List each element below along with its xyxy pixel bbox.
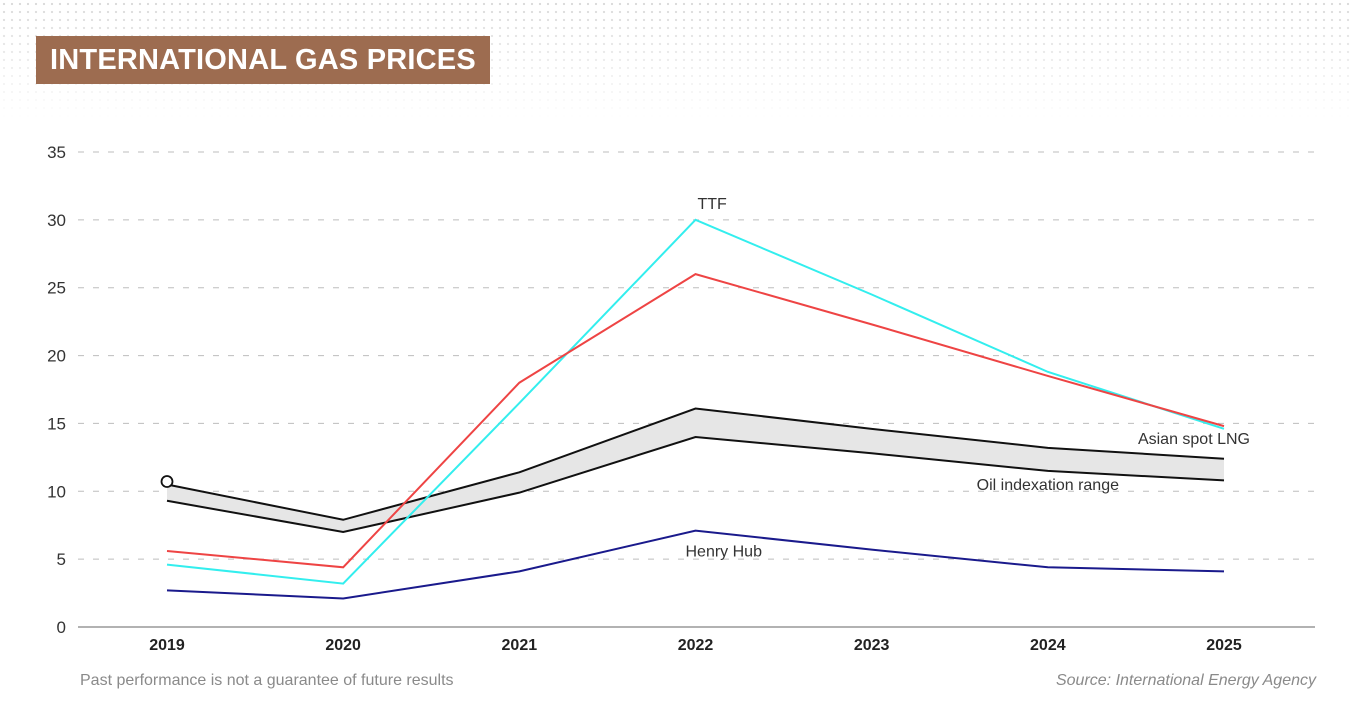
y-tick-label: 30	[47, 211, 66, 230]
y-tick-label: 20	[47, 347, 66, 366]
ttf-line	[166, 218, 1225, 585]
x-tick-label: 2023	[854, 637, 890, 654]
y-tick-label: 0	[57, 618, 66, 637]
y-tick-label: 25	[47, 279, 66, 298]
x-tick-label: 2022	[678, 637, 714, 654]
y-tick-label: 10	[47, 482, 66, 501]
asian-spot-lng-line	[166, 273, 1225, 569]
series-annotation-label: Oil indexation range	[977, 477, 1119, 494]
series-annotation-label: Henry Hub	[686, 543, 763, 560]
label-layer: TTF Asian spot LNG Oil indexation range Hen…	[686, 196, 1251, 560]
y-tick-label: 15	[47, 414, 66, 433]
series-annotation-label: Asian spot LNG	[1138, 431, 1250, 448]
band-fill	[167, 408, 1224, 532]
x-tick-label: 2020	[325, 637, 361, 654]
chart-title: INTERNATIONAL GAS PRICES	[36, 36, 490, 84]
y-tick-label: 35	[47, 143, 66, 162]
disclaimer-text: Past performance is not a guarantee of f…	[80, 672, 454, 689]
start-marker	[160, 475, 174, 488]
x-tick-label: 2021	[502, 637, 538, 654]
x-tick-label: 2025	[1206, 637, 1242, 654]
band-layer	[166, 407, 1225, 534]
x-tick-label: 2024	[1030, 637, 1066, 654]
band-upper-line	[166, 407, 1225, 521]
series-layer	[160, 218, 1225, 600]
source-text: Source: International Energy Agency	[1055, 672, 1316, 689]
band-lower-line	[166, 435, 1225, 534]
y-tick-label: 5	[57, 550, 66, 569]
x-tick-label: 2019	[149, 637, 185, 654]
henry-hub-line	[166, 529, 1225, 600]
series-annotation-label: TTF	[698, 196, 728, 213]
